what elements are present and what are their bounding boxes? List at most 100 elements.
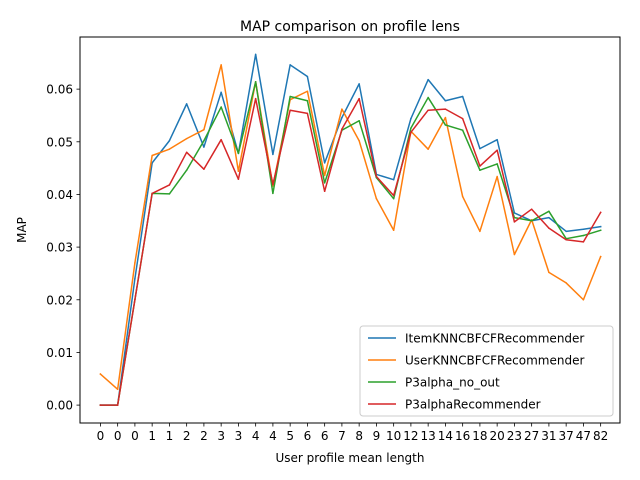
data-point bbox=[392, 194, 395, 197]
y-axis-label: MAP bbox=[15, 217, 29, 243]
data-point bbox=[237, 178, 240, 180]
data-point bbox=[582, 228, 585, 230]
data-point bbox=[548, 271, 550, 274]
data-point bbox=[358, 83, 360, 85]
data-point bbox=[272, 183, 274, 186]
data-point bbox=[444, 124, 447, 126]
series-group bbox=[99, 97, 602, 406]
data-point bbox=[185, 137, 188, 140]
legend: ItemKNNCBFCFRecommender UserKNNCBFCFRecom… bbox=[359, 325, 614, 417]
series-line bbox=[99, 97, 602, 406]
data-point bbox=[427, 148, 429, 150]
data-point bbox=[513, 221, 516, 223]
data-point bbox=[306, 75, 309, 78]
chart-title: MAP comparison on profile lens bbox=[240, 19, 460, 35]
data-point bbox=[479, 230, 481, 233]
x-tick-label: 0 bbox=[114, 429, 122, 443]
x-tick-label: 16 bbox=[455, 429, 470, 443]
legend-label: ItemKNNCBFCFRecommender bbox=[405, 332, 584, 346]
data-point bbox=[323, 182, 326, 184]
data-point bbox=[220, 91, 222, 94]
data-point bbox=[341, 108, 343, 110]
data-point bbox=[134, 299, 136, 301]
x-tick-label: 18 bbox=[472, 429, 487, 443]
data-point bbox=[513, 212, 516, 214]
data-point bbox=[358, 97, 360, 100]
data-point bbox=[582, 299, 585, 301]
x-tick-label: 1 bbox=[166, 429, 174, 443]
x-tick-label: 9 bbox=[373, 429, 381, 443]
data-point bbox=[548, 227, 550, 229]
x-tick-label: 4 bbox=[269, 429, 277, 443]
series-line bbox=[99, 81, 602, 406]
y-tick-label: 0.06 bbox=[46, 83, 73, 97]
data-point bbox=[185, 103, 188, 105]
x-tick-label: 27 bbox=[524, 429, 539, 443]
data-point bbox=[254, 97, 257, 100]
data-point bbox=[168, 184, 171, 186]
axes-frame bbox=[79, 36, 621, 424]
x-tick-label: 1 bbox=[148, 429, 156, 443]
data-point bbox=[496, 175, 498, 178]
data-point bbox=[530, 208, 533, 210]
x-tick-label: 23 bbox=[507, 429, 522, 443]
legend-box bbox=[359, 325, 614, 417]
legend-label: UserKNNCBFCFRecommender bbox=[405, 354, 584, 368]
data-point bbox=[168, 139, 171, 142]
data-point bbox=[496, 149, 498, 151]
x-tick-label: 13 bbox=[421, 429, 436, 443]
x-tick-label: 82 bbox=[593, 429, 608, 443]
data-point bbox=[358, 119, 360, 122]
data-point bbox=[461, 129, 464, 131]
x-tick-label: 20 bbox=[490, 429, 505, 443]
data-point bbox=[496, 163, 498, 165]
data-point bbox=[375, 197, 378, 200]
data-point bbox=[392, 178, 395, 181]
y-tick-label: 0.04 bbox=[46, 188, 73, 202]
x-axis: 0 0 0 1 1 2 2 3 3 4 4 5 6 6 7 8 9 10 12 13 14 16 18 20 23 27 31 37 4… bbox=[97, 423, 608, 443]
data-point bbox=[479, 169, 481, 171]
y-axis: 0.00 0.01 0.02 0.03 0.04 0.05 0.06 bbox=[46, 83, 80, 413]
data-point bbox=[427, 109, 429, 111]
data-point bbox=[254, 53, 257, 56]
data-point bbox=[289, 64, 291, 66]
data-point bbox=[151, 192, 153, 195]
data-point bbox=[496, 138, 498, 141]
x-tick-label: 37 bbox=[559, 429, 574, 443]
data-point bbox=[203, 146, 205, 148]
plot-area bbox=[99, 53, 602, 406]
data-point bbox=[185, 169, 188, 171]
x-axis-label: User profile mean length bbox=[276, 451, 425, 465]
data-point bbox=[461, 95, 464, 98]
y-tick-label: 0.02 bbox=[46, 293, 73, 307]
data-point bbox=[237, 170, 240, 173]
data-point bbox=[289, 95, 291, 98]
y-tick-label: 0.05 bbox=[46, 135, 73, 149]
x-tick-label: 2 bbox=[183, 429, 191, 443]
x-tick-label: 10 bbox=[386, 429, 401, 443]
x-tick-label: 6 bbox=[321, 429, 329, 443]
data-point bbox=[220, 106, 222, 108]
data-point bbox=[427, 78, 429, 81]
data-point bbox=[168, 193, 171, 195]
data-point bbox=[185, 151, 188, 154]
data-point bbox=[203, 128, 205, 131]
data-point bbox=[272, 192, 274, 195]
data-point bbox=[410, 131, 412, 134]
x-tick-label: 0 bbox=[131, 429, 139, 443]
x-tick-label: 14 bbox=[438, 429, 453, 443]
data-point bbox=[358, 139, 360, 142]
x-tick-label: 12 bbox=[403, 429, 418, 443]
x-tick-label: 7 bbox=[338, 429, 346, 443]
legend-item: P3alpha_no_out bbox=[368, 376, 500, 390]
data-point bbox=[548, 210, 550, 213]
x-tick-label: 0 bbox=[97, 429, 105, 443]
x-tick-label: 4 bbox=[252, 429, 260, 443]
legend-label: P3alphaRecommender bbox=[405, 398, 541, 412]
data-point bbox=[151, 154, 153, 157]
data-point bbox=[220, 138, 222, 141]
data-point bbox=[410, 117, 412, 120]
x-tick-label: 31 bbox=[541, 429, 556, 443]
data-point bbox=[306, 99, 309, 102]
